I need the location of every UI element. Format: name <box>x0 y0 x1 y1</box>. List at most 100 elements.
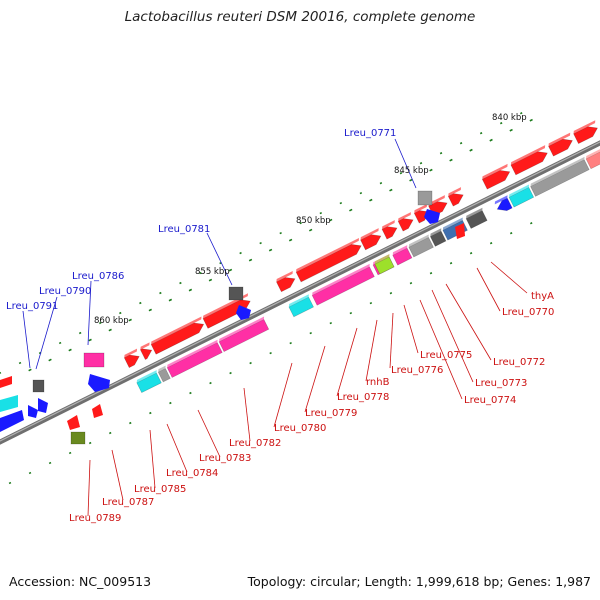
tick-dot <box>489 242 493 245</box>
forward-gene-14-top <box>548 132 571 147</box>
leader-line-8 <box>431 289 474 383</box>
gene-label-lreu-0772[interactable]: Lreu_0772 <box>493 357 545 368</box>
tick-dot <box>499 122 503 125</box>
tick-dot <box>229 371 232 375</box>
tick-dot <box>339 201 343 205</box>
leader-line-9 <box>419 299 463 400</box>
scale-label-860: 860 kbp <box>94 316 129 326</box>
strand-gene-0-top <box>136 370 157 383</box>
gene-label-rnhb[interactable]: rnhB <box>366 377 390 388</box>
leader-line-18 <box>166 423 188 473</box>
gene-label-lreu-0781[interactable]: Lreu_0781 <box>158 224 210 235</box>
gene-label-lreu-0787[interactable]: Lreu_0787 <box>102 497 154 508</box>
tick-dot <box>369 301 373 305</box>
outlier-gene-0786-top <box>83 352 105 368</box>
leader-line-13 <box>336 327 358 397</box>
tick-dot <box>68 451 72 455</box>
gene-label-lreu-0773[interactable]: Lreu_0773 <box>475 378 527 389</box>
leader-line-3 <box>35 296 58 370</box>
tick-dash <box>228 268 233 272</box>
tick-dot <box>349 311 353 315</box>
forward-gene-14 <box>548 138 573 157</box>
leader-line-14 <box>304 345 326 413</box>
gene-label-lreu-0790[interactable]: Lreu_0790 <box>39 286 91 297</box>
gene-label-lreu-0785[interactable]: Lreu_0785 <box>134 484 186 495</box>
forward-gene-0 <box>123 354 140 368</box>
tick-dot <box>18 361 22 365</box>
leader-line-15 <box>273 362 293 428</box>
forward-gene-13-top <box>510 145 546 166</box>
outlier-gene-0771 <box>424 209 440 224</box>
gene-label-lreu-0784[interactable]: Lreu_0784 <box>166 468 218 479</box>
gene-label-thya[interactable]: thyA <box>531 291 554 302</box>
outlier-gene-0781 <box>236 305 251 320</box>
tick-dash <box>369 198 373 202</box>
gene-label-lreu-0786[interactable]: Lreu_0786 <box>72 271 124 282</box>
scale-label-840: 840 kbp <box>492 113 527 123</box>
tick-dot <box>209 381 212 385</box>
tick-dot <box>319 211 323 215</box>
tick-dash <box>469 148 473 152</box>
tick-dot <box>509 232 513 235</box>
tick-dot <box>269 351 272 355</box>
outlier-gene-0789 <box>70 431 86 445</box>
tick-dot <box>119 311 122 315</box>
strand-gene-1-top <box>158 365 166 373</box>
accession-text: Accession: NC_009513 <box>9 574 152 589</box>
tick-dash <box>148 308 152 312</box>
forward-gene-1 <box>139 348 153 360</box>
tick-dash <box>349 208 353 212</box>
forward-gene-15 <box>573 126 598 145</box>
tick-dash <box>128 318 132 322</box>
forward-gene-15-top <box>573 120 596 134</box>
strand-gene-14 <box>508 187 535 208</box>
tick-dash <box>429 168 433 172</box>
forward-gene-6-top <box>360 228 379 240</box>
gene-label-lreu-0778[interactable]: Lreu_0778 <box>337 392 389 403</box>
edge-gene-red <box>0 376 12 388</box>
tick-dot <box>259 241 262 245</box>
tick-dash <box>329 218 333 222</box>
tick-dot <box>309 331 312 335</box>
gene-label-lreu-0775[interactable]: Lreu_0775 <box>420 350 472 361</box>
tick-dash <box>409 178 413 182</box>
gene-label-lreu-0774[interactable]: Lreu_0774 <box>464 395 516 406</box>
topology-text: Topology: circular; Length: 1,999,618 bp… <box>247 574 591 589</box>
gene-label-lreu-0776[interactable]: Lreu_0776 <box>391 365 443 376</box>
gene-label-lreu-0771[interactable]: Lreu_0771 <box>344 128 396 139</box>
gene-label-lreu-0791[interactable]: Lreu_0791 <box>6 301 58 312</box>
tick-dot <box>479 132 483 135</box>
tick-dash <box>529 118 533 122</box>
tick-dot <box>409 282 413 285</box>
gene-label-lreu-0779[interactable]: Lreu_0779 <box>305 408 357 419</box>
tick-dot <box>459 142 463 145</box>
forward-gene-12-top <box>482 163 508 180</box>
strand-gene-16-top <box>586 149 600 159</box>
gene-label-lreu-0789[interactable]: Lreu_0789 <box>69 513 121 524</box>
strand-gene-9-top <box>408 234 429 248</box>
strand-gene-8 <box>392 247 413 266</box>
gene-label-lreu-0770[interactable]: Lreu_0770 <box>502 307 554 318</box>
strand-gene-16 <box>585 151 600 170</box>
leader-line-12 <box>365 319 378 382</box>
outlier-gene-0770-red <box>455 223 465 239</box>
tick-dot <box>0 371 2 374</box>
leader-line-1 <box>206 232 233 286</box>
leader-line-7 <box>445 283 492 361</box>
tick-dash <box>449 158 453 162</box>
tick-dot <box>299 221 302 225</box>
tick-dot <box>529 222 533 225</box>
gene-blocks <box>0 120 600 445</box>
strand-gene-12-top <box>466 207 483 219</box>
gene-label-lreu-0783[interactable]: Lreu_0783 <box>199 453 251 464</box>
leader-line-17 <box>197 409 221 458</box>
tick-dash <box>308 228 313 232</box>
gene-label-lreu-0780[interactable]: Lreu_0780 <box>274 423 326 434</box>
leader-line-21 <box>87 459 91 517</box>
forward-gene-1-top <box>140 342 150 350</box>
gene-label-lreu-0782[interactable]: Lreu_0782 <box>229 438 281 449</box>
leader-line-0 <box>394 138 417 189</box>
leader-line-11 <box>389 312 394 369</box>
forward-gene-11 <box>447 193 464 207</box>
scale-label-850: 850 kbp <box>296 216 331 226</box>
